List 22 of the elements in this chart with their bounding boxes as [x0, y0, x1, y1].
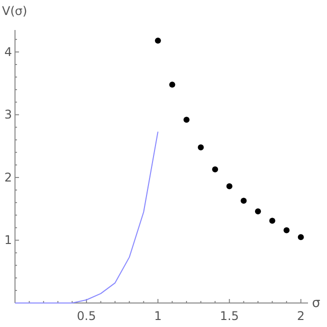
- point: [169, 82, 176, 88]
- x-tick-label: 2: [297, 309, 305, 323]
- y-tick-label: 1: [4, 233, 12, 248]
- point: [212, 166, 218, 172]
- point: [154, 38, 161, 44]
- x-tick-label: 0.5: [76, 309, 96, 323]
- point: [198, 144, 204, 150]
- point: [184, 116, 190, 123]
- point: [269, 218, 276, 224]
- point: [240, 198, 247, 204]
- y-axis-title: V(σ): [2, 4, 28, 18]
- y-tick-label: 2: [4, 170, 12, 184]
- y-tick-label: 4: [4, 44, 12, 59]
- point: [226, 183, 232, 190]
- y-tick-label: 3: [4, 108, 12, 122]
- point: [254, 208, 261, 214]
- x-tick-label: 1: [154, 309, 162, 323]
- x-axis-title: σ: [312, 296, 320, 311]
- point: [298, 234, 304, 240]
- line-series: [14, 131, 158, 304]
- point: [284, 227, 290, 234]
- x-tick-label: 1.5: [220, 309, 239, 323]
